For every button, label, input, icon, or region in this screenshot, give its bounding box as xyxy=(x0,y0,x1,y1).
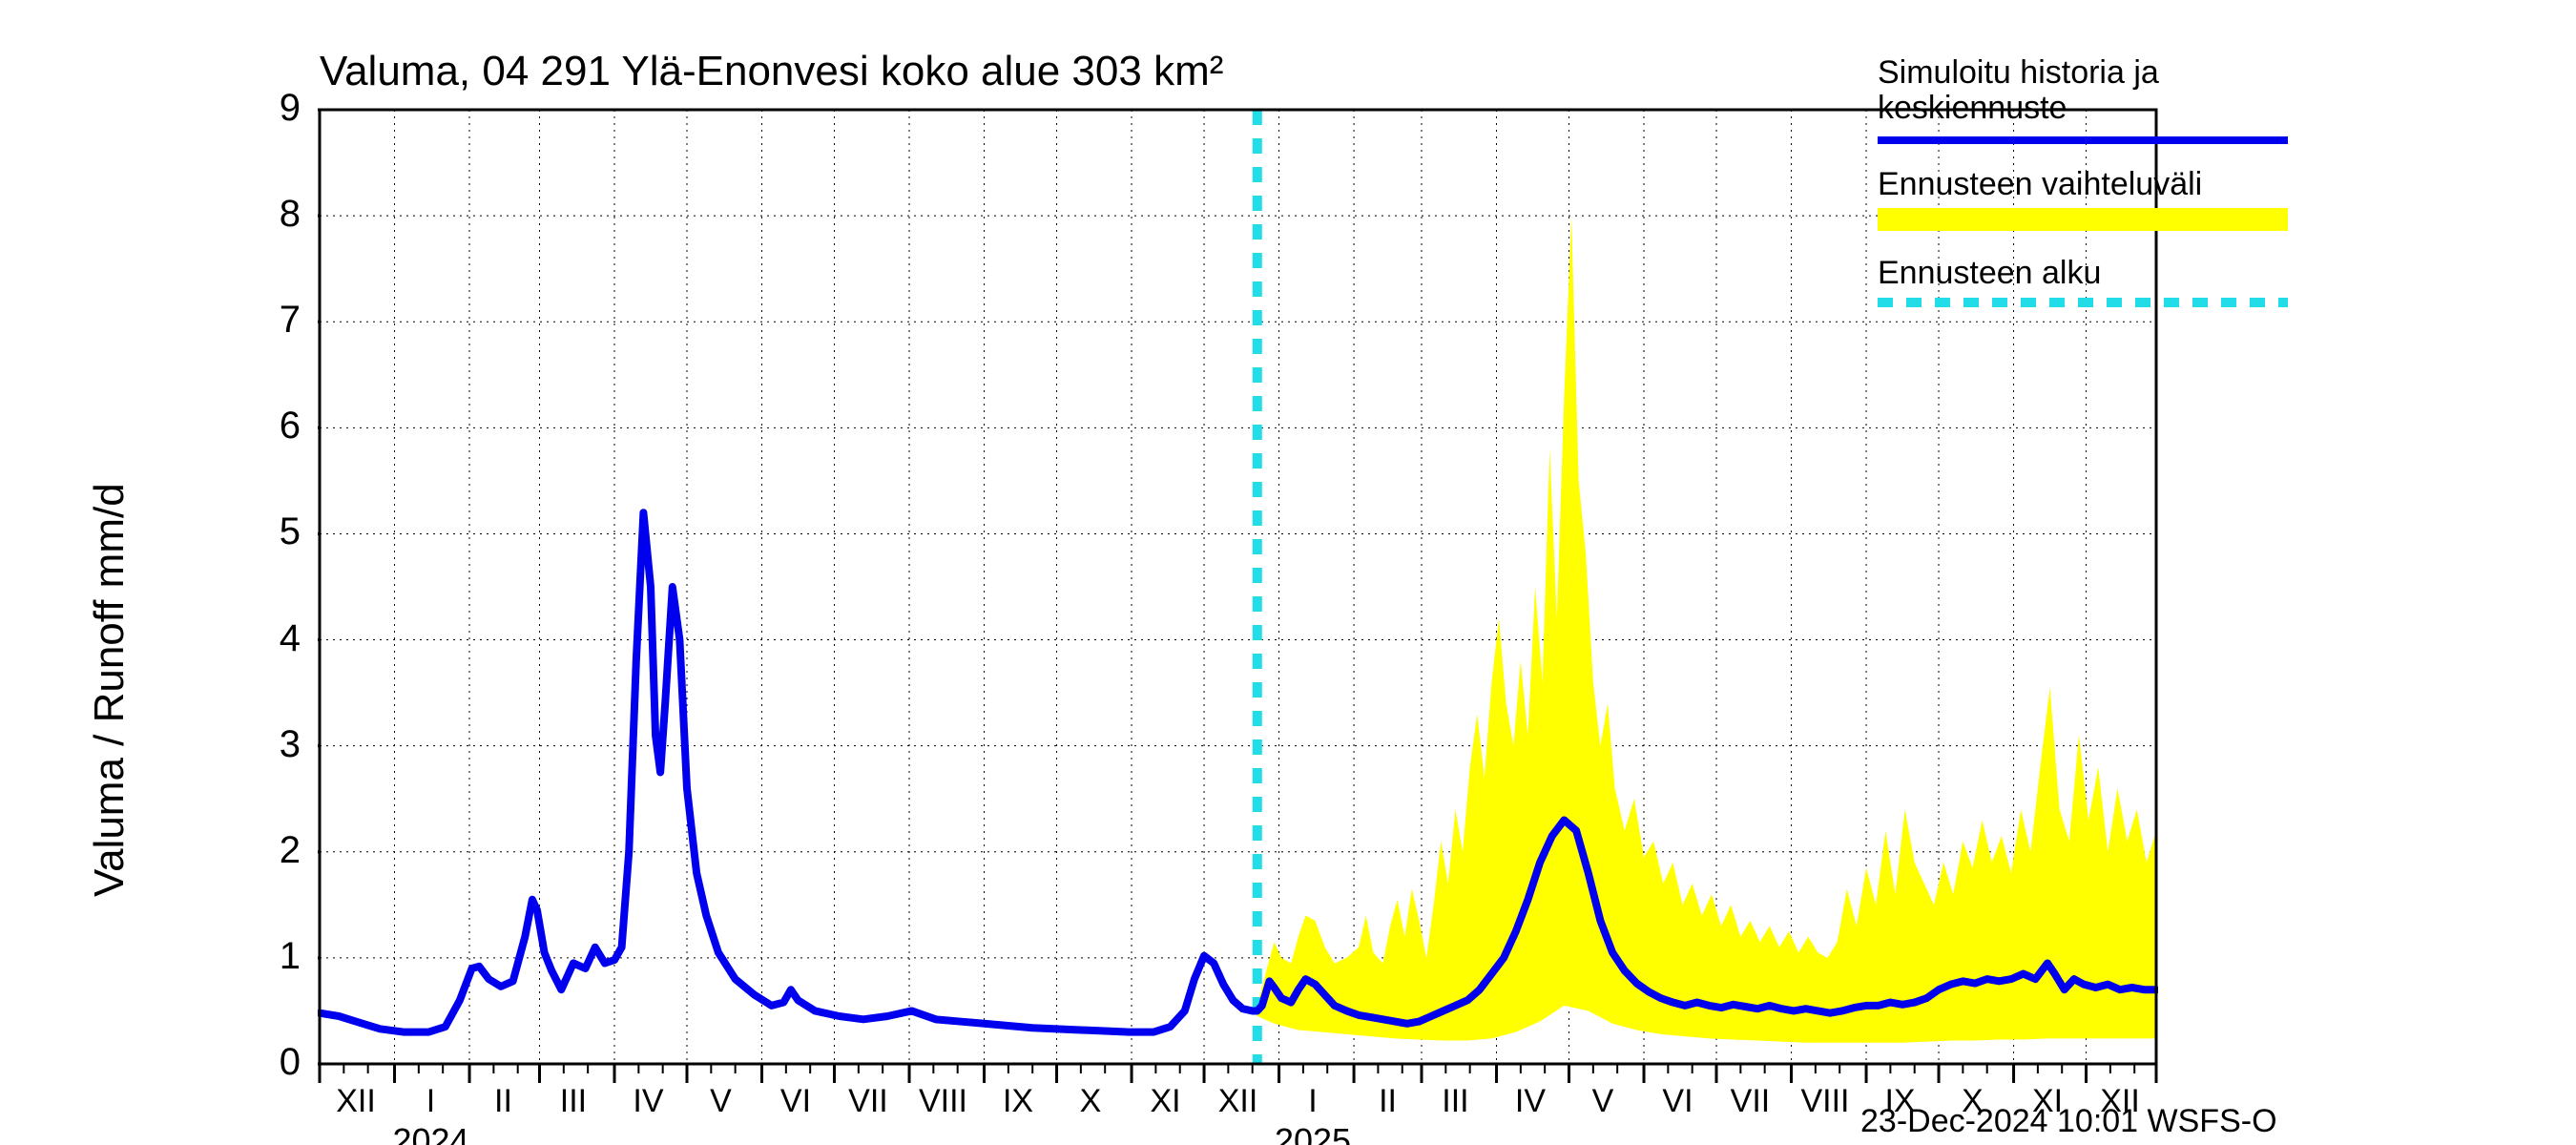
forecast-range-band xyxy=(1257,216,2156,1043)
x-tick-month: XII xyxy=(1218,1083,1258,1120)
legend-start-text: Ennusteen alku xyxy=(1878,255,2101,291)
chart-title: Valuma, 04 291 Ylä-Enonvesi koko alue 30… xyxy=(320,48,1223,95)
x-tick-month: XI xyxy=(1150,1083,1180,1120)
y-tick: 5 xyxy=(243,510,301,553)
legend-start-swatch xyxy=(1878,296,2288,309)
x-tick-month: VI xyxy=(1662,1083,1693,1120)
legend-start-label: Ennusteen alku xyxy=(1878,256,2288,291)
x-tick-year: 2024 xyxy=(392,1121,468,1145)
legend-sim-text: Simuloitu historia ja keskiennuste xyxy=(1878,54,2159,126)
x-tick-month: IX xyxy=(1003,1083,1033,1120)
x-tick-month: I xyxy=(426,1083,435,1120)
footer-timestamp: 23-Dec-2024 10:01 WSFS-O xyxy=(1860,1103,2277,1140)
x-tick-month: II xyxy=(1379,1083,1397,1120)
legend-range-swatch xyxy=(1878,208,2288,231)
y-tick: 1 xyxy=(243,935,301,978)
x-tick-month: VII xyxy=(1731,1083,1771,1120)
y-tick: 3 xyxy=(243,723,301,766)
x-tick-month: VII xyxy=(848,1083,888,1120)
y-tick: 6 xyxy=(243,405,301,448)
y-tick: 7 xyxy=(243,299,301,342)
x-tick-month: VI xyxy=(780,1083,811,1120)
x-tick-month: V xyxy=(710,1083,732,1120)
x-tick-month: I xyxy=(1308,1083,1317,1120)
y-tick: 4 xyxy=(243,617,301,660)
legend-sim-swatch xyxy=(1878,134,2288,147)
x-tick-month: VIII xyxy=(1800,1083,1849,1120)
x-tick-month: X xyxy=(1080,1083,1102,1120)
x-tick-month: III xyxy=(1442,1083,1468,1120)
x-tick-month: V xyxy=(1592,1083,1614,1120)
y-tick: 8 xyxy=(243,193,301,236)
x-tick-month: III xyxy=(560,1083,587,1120)
y-tick: 0 xyxy=(243,1041,301,1084)
x-tick-month: IV xyxy=(633,1083,663,1120)
x-tick-year: 2025 xyxy=(1275,1121,1351,1145)
legend-sim-label: Simuloitu historia ja keskiennuste xyxy=(1878,55,2288,127)
legend-range-text: Ennusteen vaihteluväli xyxy=(1878,166,2202,202)
figure: Valuma, 04 291 Ylä-Enonvesi koko alue 30… xyxy=(0,0,2576,1145)
x-tick-month: VIII xyxy=(919,1083,967,1120)
x-tick-month: XII xyxy=(336,1083,376,1120)
y-tick: 2 xyxy=(243,829,301,872)
x-tick-month: IV xyxy=(1515,1083,1546,1120)
y-tick: 9 xyxy=(243,87,301,130)
x-tick-month: II xyxy=(494,1083,512,1120)
y-axis-label: Valuma / Runoff mm/d xyxy=(86,483,134,897)
legend-range-label: Ennusteen vaihteluväli xyxy=(1878,167,2288,202)
